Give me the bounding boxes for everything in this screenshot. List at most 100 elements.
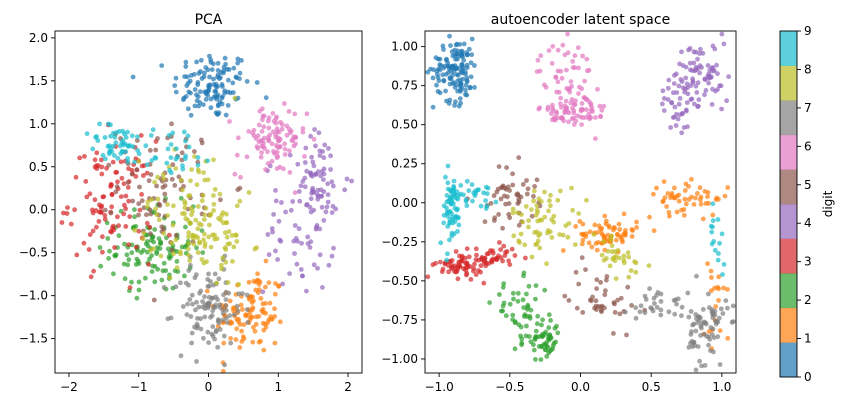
digit-3-point — [498, 247, 503, 253]
digit-0-point — [459, 62, 464, 68]
digit-2-point — [544, 339, 550, 345]
digit-1-point — [250, 339, 256, 345]
digit-8-point — [216, 216, 221, 221]
digit-8-point — [560, 232, 566, 238]
digit-1-point — [204, 288, 210, 294]
digit-3-point — [99, 203, 105, 209]
digit-0-point — [458, 89, 463, 94]
digit-8-point — [169, 240, 175, 246]
digit-6-point — [277, 144, 283, 149]
digit-5-point — [113, 189, 119, 195]
digit-3-point — [498, 255, 504, 260]
digit-5-point — [579, 255, 585, 261]
digit-7-point — [679, 313, 684, 319]
digit-7-point — [686, 344, 692, 350]
digit-7-point — [188, 314, 194, 319]
digit-4-point — [660, 88, 666, 94]
digit-6-point — [304, 111, 310, 117]
digit-3-point — [82, 154, 87, 159]
digit-6-point — [275, 138, 281, 144]
digit-8-point — [214, 236, 220, 242]
digit-7-point — [642, 293, 648, 299]
digit-5-point — [502, 185, 507, 191]
digit-0-point — [443, 71, 449, 77]
digit-9-point — [164, 160, 170, 166]
digit-8-point — [535, 218, 541, 224]
digit-6-point — [571, 110, 577, 116]
digit-2-point — [533, 357, 538, 362]
digit-2-point — [178, 195, 184, 201]
digit-4-point — [304, 288, 309, 294]
digit-0-point — [463, 87, 468, 93]
digit-8-point — [234, 239, 240, 244]
digit-0-point — [209, 67, 215, 72]
digit-5-point — [516, 196, 522, 202]
colorbar-tick-label: 9 — [804, 24, 812, 38]
digit-5-point — [181, 184, 186, 189]
digit-1-point — [717, 328, 723, 333]
digit-0-point — [441, 78, 447, 83]
digit-0-point — [466, 46, 472, 52]
digit-5-point — [615, 297, 620, 303]
digit-2-point — [516, 322, 522, 327]
digit-3-point — [61, 210, 66, 216]
digit-1-point — [251, 324, 256, 330]
digit-0-point — [237, 76, 242, 82]
digit-1-point — [236, 316, 242, 322]
digit-1-point — [661, 179, 667, 185]
digit-6-point — [569, 83, 574, 89]
digit-1-point — [725, 185, 731, 190]
digit-2-point — [157, 246, 163, 251]
digit-5-point — [612, 310, 618, 315]
digit-0-point — [222, 90, 228, 96]
digit-1-point — [676, 198, 682, 204]
y-tick-label: −1.0 — [19, 289, 48, 303]
digit-2-point — [510, 290, 516, 296]
digit-9-point — [473, 191, 479, 196]
digit-3-point — [481, 260, 487, 265]
digit-8-point — [547, 229, 553, 235]
digit-4-point — [287, 271, 292, 276]
digit-5-point — [488, 201, 494, 206]
digit-3-point — [425, 274, 431, 280]
digit-2-point — [124, 252, 130, 258]
digit-3-point — [126, 198, 131, 204]
digit-3-point — [137, 207, 143, 213]
digit-4-point — [312, 127, 317, 132]
x-tick-label: 0 — [205, 380, 213, 394]
digit-1-point — [258, 296, 264, 301]
digit-2-point — [523, 333, 529, 339]
digit-8-point — [212, 187, 218, 192]
digit-8-point — [174, 265, 180, 271]
digit-7-point — [693, 328, 699, 334]
digit-3-point — [433, 260, 438, 266]
digit-0-point — [214, 94, 220, 100]
digit-4-point — [697, 51, 702, 56]
digit-8-point — [523, 204, 529, 209]
digit-1-point — [587, 229, 593, 235]
digit-8-point — [626, 254, 632, 260]
digit-4-point — [683, 64, 689, 70]
digit-4-point — [292, 223, 298, 228]
digit-9-point — [84, 131, 90, 137]
digit-0-point — [456, 103, 462, 109]
digit-2-point — [539, 333, 544, 339]
digit-4-point — [328, 153, 333, 159]
digit-8-point — [185, 246, 191, 252]
digit-4-point — [307, 204, 313, 210]
digit-3-point — [144, 220, 150, 226]
digit-3-point — [123, 224, 129, 229]
digit-4-point — [686, 47, 691, 53]
digit-7-point — [637, 309, 643, 315]
digit-2-point — [519, 340, 525, 346]
digit-5-point — [534, 177, 540, 183]
digit-4-point — [690, 68, 695, 73]
digit-5-point — [235, 187, 241, 193]
digit-5-point — [599, 303, 605, 309]
digit-8-point — [531, 198, 536, 204]
digit-9-point — [454, 195, 459, 201]
digit-0-point — [440, 43, 446, 49]
digit-5-point — [148, 231, 153, 237]
digit-9-point — [135, 134, 140, 140]
digit-8-point — [549, 235, 555, 240]
